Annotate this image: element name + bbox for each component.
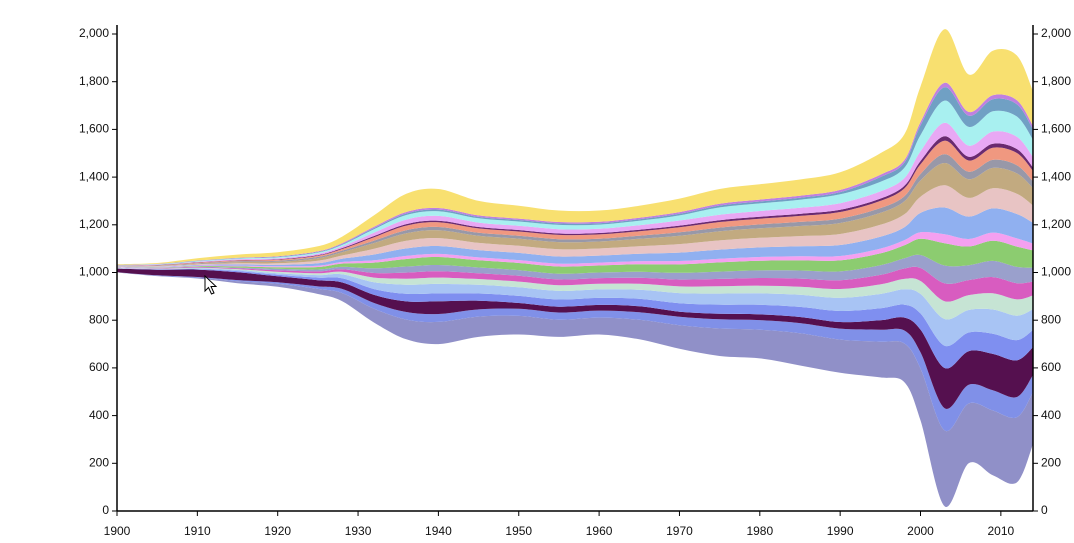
y-tick-label-left: 400 <box>89 408 109 422</box>
stream-layer-1 <box>117 272 1033 507</box>
y-tick-label-left: 800 <box>89 312 109 326</box>
x-tick-label: 1950 <box>505 524 532 538</box>
y-tick-label-right: 1,000 <box>1041 265 1071 279</box>
y-tick-label-right: 400 <box>1041 408 1061 422</box>
x-tick-label: 1920 <box>264 524 291 538</box>
stream-layer-10 <box>117 232 1033 268</box>
y-tick-label-right: 0 <box>1041 503 1048 517</box>
y-tick-label-right: 1,800 <box>1041 74 1071 88</box>
x-tick-label: 1970 <box>666 524 693 538</box>
x-tick-label: 2000 <box>907 524 934 538</box>
stream-layer-17 <box>117 122 1033 266</box>
y-tick-label-left: 2,000 <box>79 26 109 40</box>
stream-layer-9 <box>117 238 1033 274</box>
x-tick-label: 1940 <box>425 524 452 538</box>
stream-layers <box>117 29 1033 507</box>
stream-layer-8 <box>117 254 1033 284</box>
x-tick-label: 1990 <box>827 524 854 538</box>
stream-layer-12 <box>117 185 1033 267</box>
x-tick-label: 1980 <box>746 524 773 538</box>
y-tick-label-left: 1,400 <box>79 169 109 183</box>
stream-layer-5 <box>117 268 1033 347</box>
y-axis-left: 0 200 400 600 800 1,000 1,200 1,400 1,600 1,800 2,… <box>79 25 118 517</box>
stream-layer-7 <box>117 266 1033 302</box>
y-tick-label-left: 1,200 <box>79 217 109 231</box>
stream-layer-13 <box>117 162 1033 267</box>
stream-layer-2 <box>117 272 1033 432</box>
x-tick-label: 1930 <box>345 524 372 538</box>
stream-layer-6 <box>117 267 1033 320</box>
x-tick-label: 1900 <box>104 524 131 538</box>
y-tick-label-right: 1,600 <box>1041 122 1071 136</box>
y-tick-label-left: 0 <box>102 503 109 517</box>
y-axis-right: 0 200 400 600 800 1,000 1,200 1,400 1,600 1,800 2,… <box>1032 25 1071 517</box>
y-tick-label-left: 1,800 <box>79 74 109 88</box>
x-axis: 1900 1910 1920 1930 1940 1950 1960 1970 1980 1990… <box>104 510 1033 538</box>
x-tick-label: 1960 <box>586 524 613 538</box>
stream-layer-3 <box>117 268 1033 409</box>
stream-layer-4 <box>117 268 1033 369</box>
y-tick-label-left: 1,000 <box>79 265 109 279</box>
x-tick-label: 1910 <box>184 524 211 538</box>
y-tick-label-right: 800 <box>1041 312 1061 326</box>
y-tick-label-right: 200 <box>1041 455 1061 469</box>
stream-layer-11 <box>117 207 1033 268</box>
stream-layer-15 <box>117 140 1033 266</box>
stream-layer-21 <box>117 29 1033 265</box>
stream-layer-18 <box>117 100 1033 266</box>
y-tick-label-right: 2,000 <box>1041 26 1071 40</box>
x-tick-label: 2010 <box>988 524 1015 538</box>
y-tick-label-right: 1,200 <box>1041 217 1071 231</box>
y-tick-label-left: 600 <box>89 360 109 374</box>
y-tick-label-left: 200 <box>89 455 109 469</box>
arrow-cursor-icon <box>204 274 218 295</box>
y-tick-label-left: 1,600 <box>79 122 109 136</box>
y-tick-label-right: 600 <box>1041 360 1061 374</box>
y-tick-label-right: 1,400 <box>1041 169 1071 183</box>
